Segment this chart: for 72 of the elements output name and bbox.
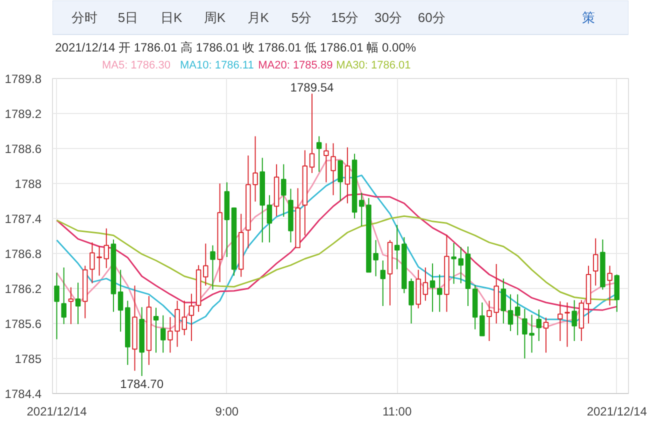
candlestick <box>607 265 612 306</box>
text: MA30: 1786.01 <box>336 60 411 72</box>
x-tick-label: 2021/12/14 <box>26 404 88 418</box>
candlestick <box>266 194 272 243</box>
x-tick-label: 9:00 <box>215 404 239 418</box>
text: 60分 <box>418 10 446 25</box>
y-tick-label: 1787.4 <box>4 212 42 226</box>
candlestick <box>168 316 173 354</box>
candlestick <box>338 160 343 202</box>
candlestick <box>344 146 350 204</box>
candlestick <box>281 164 286 218</box>
candlestick <box>394 224 400 270</box>
candlestick <box>572 300 577 342</box>
line-series <box>56 193 618 311</box>
candlestick <box>500 278 506 324</box>
candlestick <box>458 246 464 284</box>
candlestick <box>61 267 66 325</box>
y-tick-label: 1788.6 <box>4 142 42 156</box>
candlestick <box>118 269 124 332</box>
candlestick <box>316 136 322 172</box>
chart-title: 2021/12/14 开 1786.01 高 1786.01 收 1786.01 低 1786.01 幅 0.00% <box>55 40 416 54</box>
candlestick <box>564 302 570 348</box>
text: 5分 <box>291 10 312 25</box>
text: 30分 <box>374 10 402 25</box>
text: 日K <box>160 10 183 25</box>
candlestick <box>324 142 329 183</box>
candlestick <box>536 309 542 342</box>
candlestick <box>160 314 166 354</box>
candlestick <box>54 272 60 340</box>
y-tick-label: 1785 <box>14 352 42 366</box>
candlestick <box>380 260 386 306</box>
y-tick-label: 1789.2 <box>4 107 42 121</box>
candlestick <box>210 244 216 290</box>
candlestick <box>68 286 74 325</box>
candlestick <box>153 307 159 354</box>
y-tick-label: 1786.8 <box>4 247 42 261</box>
y-tick-label: 1785.6 <box>4 317 42 331</box>
candlestick <box>508 294 514 332</box>
y-tick-label: 1788 <box>14 177 42 191</box>
candlestick <box>188 293 194 342</box>
text: 5日 <box>118 10 138 25</box>
y-tick-label: 1789.8 <box>4 72 42 86</box>
candlestick <box>104 228 110 269</box>
text: MA5: 1786.30 <box>102 60 170 72</box>
candlestick <box>514 294 520 336</box>
text: 月K <box>247 10 270 25</box>
candlestick <box>543 317 549 354</box>
candlestick <box>480 302 485 336</box>
candlestick <box>203 243 208 286</box>
candlestick <box>592 238 598 286</box>
candlestick <box>614 274 620 312</box>
y-tick-label: 1786.2 <box>4 282 42 296</box>
candlestick <box>422 267 428 302</box>
candlestick <box>558 300 563 342</box>
x-tick-label: 2021/12/14 <box>586 404 648 418</box>
x-tick-label: 11:00 <box>382 404 412 418</box>
text: 15分 <box>331 10 359 25</box>
text: 策 <box>582 10 596 25</box>
y-tick-label: 1784.4 <box>4 387 42 401</box>
text: MA10: 1786.11 <box>180 60 254 72</box>
text: MA20: 1785.89 <box>258 60 333 72</box>
candlestick <box>430 262 436 312</box>
line-series <box>56 215 618 300</box>
candlestick <box>451 242 456 284</box>
candlestick <box>330 142 336 196</box>
annotation: 1789.54 <box>290 80 334 95</box>
candlestick <box>309 93 315 174</box>
text: 分时 <box>72 10 98 25</box>
candlestick <box>75 282 81 325</box>
annotation: 1784.70 <box>120 377 164 391</box>
text: 周K <box>204 10 226 25</box>
candlestick <box>436 274 442 312</box>
